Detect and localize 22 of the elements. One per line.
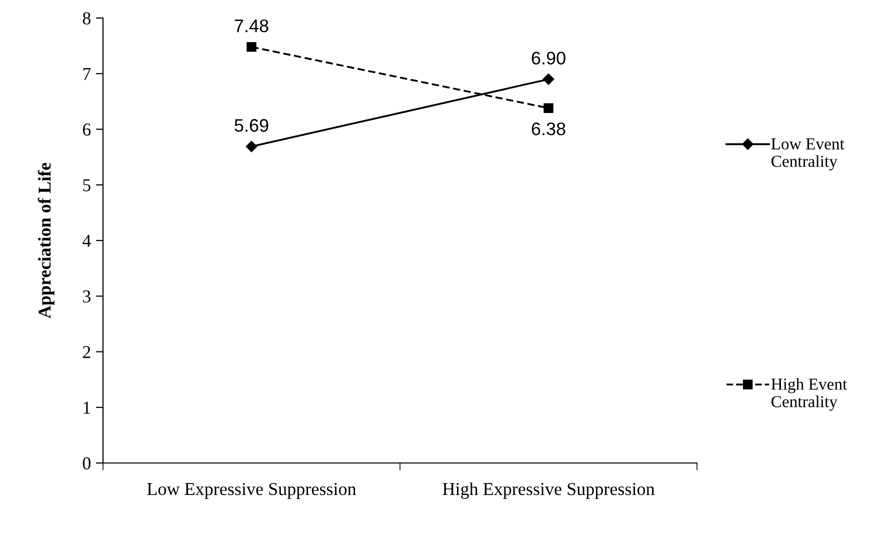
data-label: 6.38 <box>532 122 566 136</box>
legend-label: High Event Centrality <box>771 378 848 411</box>
point <box>542 74 554 85</box>
y-tick-label: 5 <box>83 179 90 192</box>
y-tick-label: 7 <box>83 68 91 80</box>
legend-label: Low Event Centrality <box>771 138 844 170</box>
data-label: 6.90 <box>532 52 566 65</box>
point <box>544 103 554 113</box>
y-tick-label: 0 <box>82 457 91 470</box>
y-tick-label: 6 <box>82 124 91 136</box>
point <box>246 140 258 152</box>
x-tick-label: High Expressive Suppression <box>442 482 655 499</box>
y-tick-label: 2 <box>82 346 90 358</box>
y-tick-label: 4 <box>82 234 91 247</box>
y-tick-label: 8 <box>82 12 91 24</box>
data-label: 7.48 <box>234 19 268 32</box>
y-tick-label: 3 <box>83 290 90 303</box>
y-tick-label: 1 <box>84 402 90 414</box>
x-tick-label: Low Expressive Suppression <box>147 483 356 499</box>
point <box>246 42 256 52</box>
data-label: 5.69 <box>234 119 268 132</box>
y-axis-title: Appreciation of Life <box>38 162 54 318</box>
